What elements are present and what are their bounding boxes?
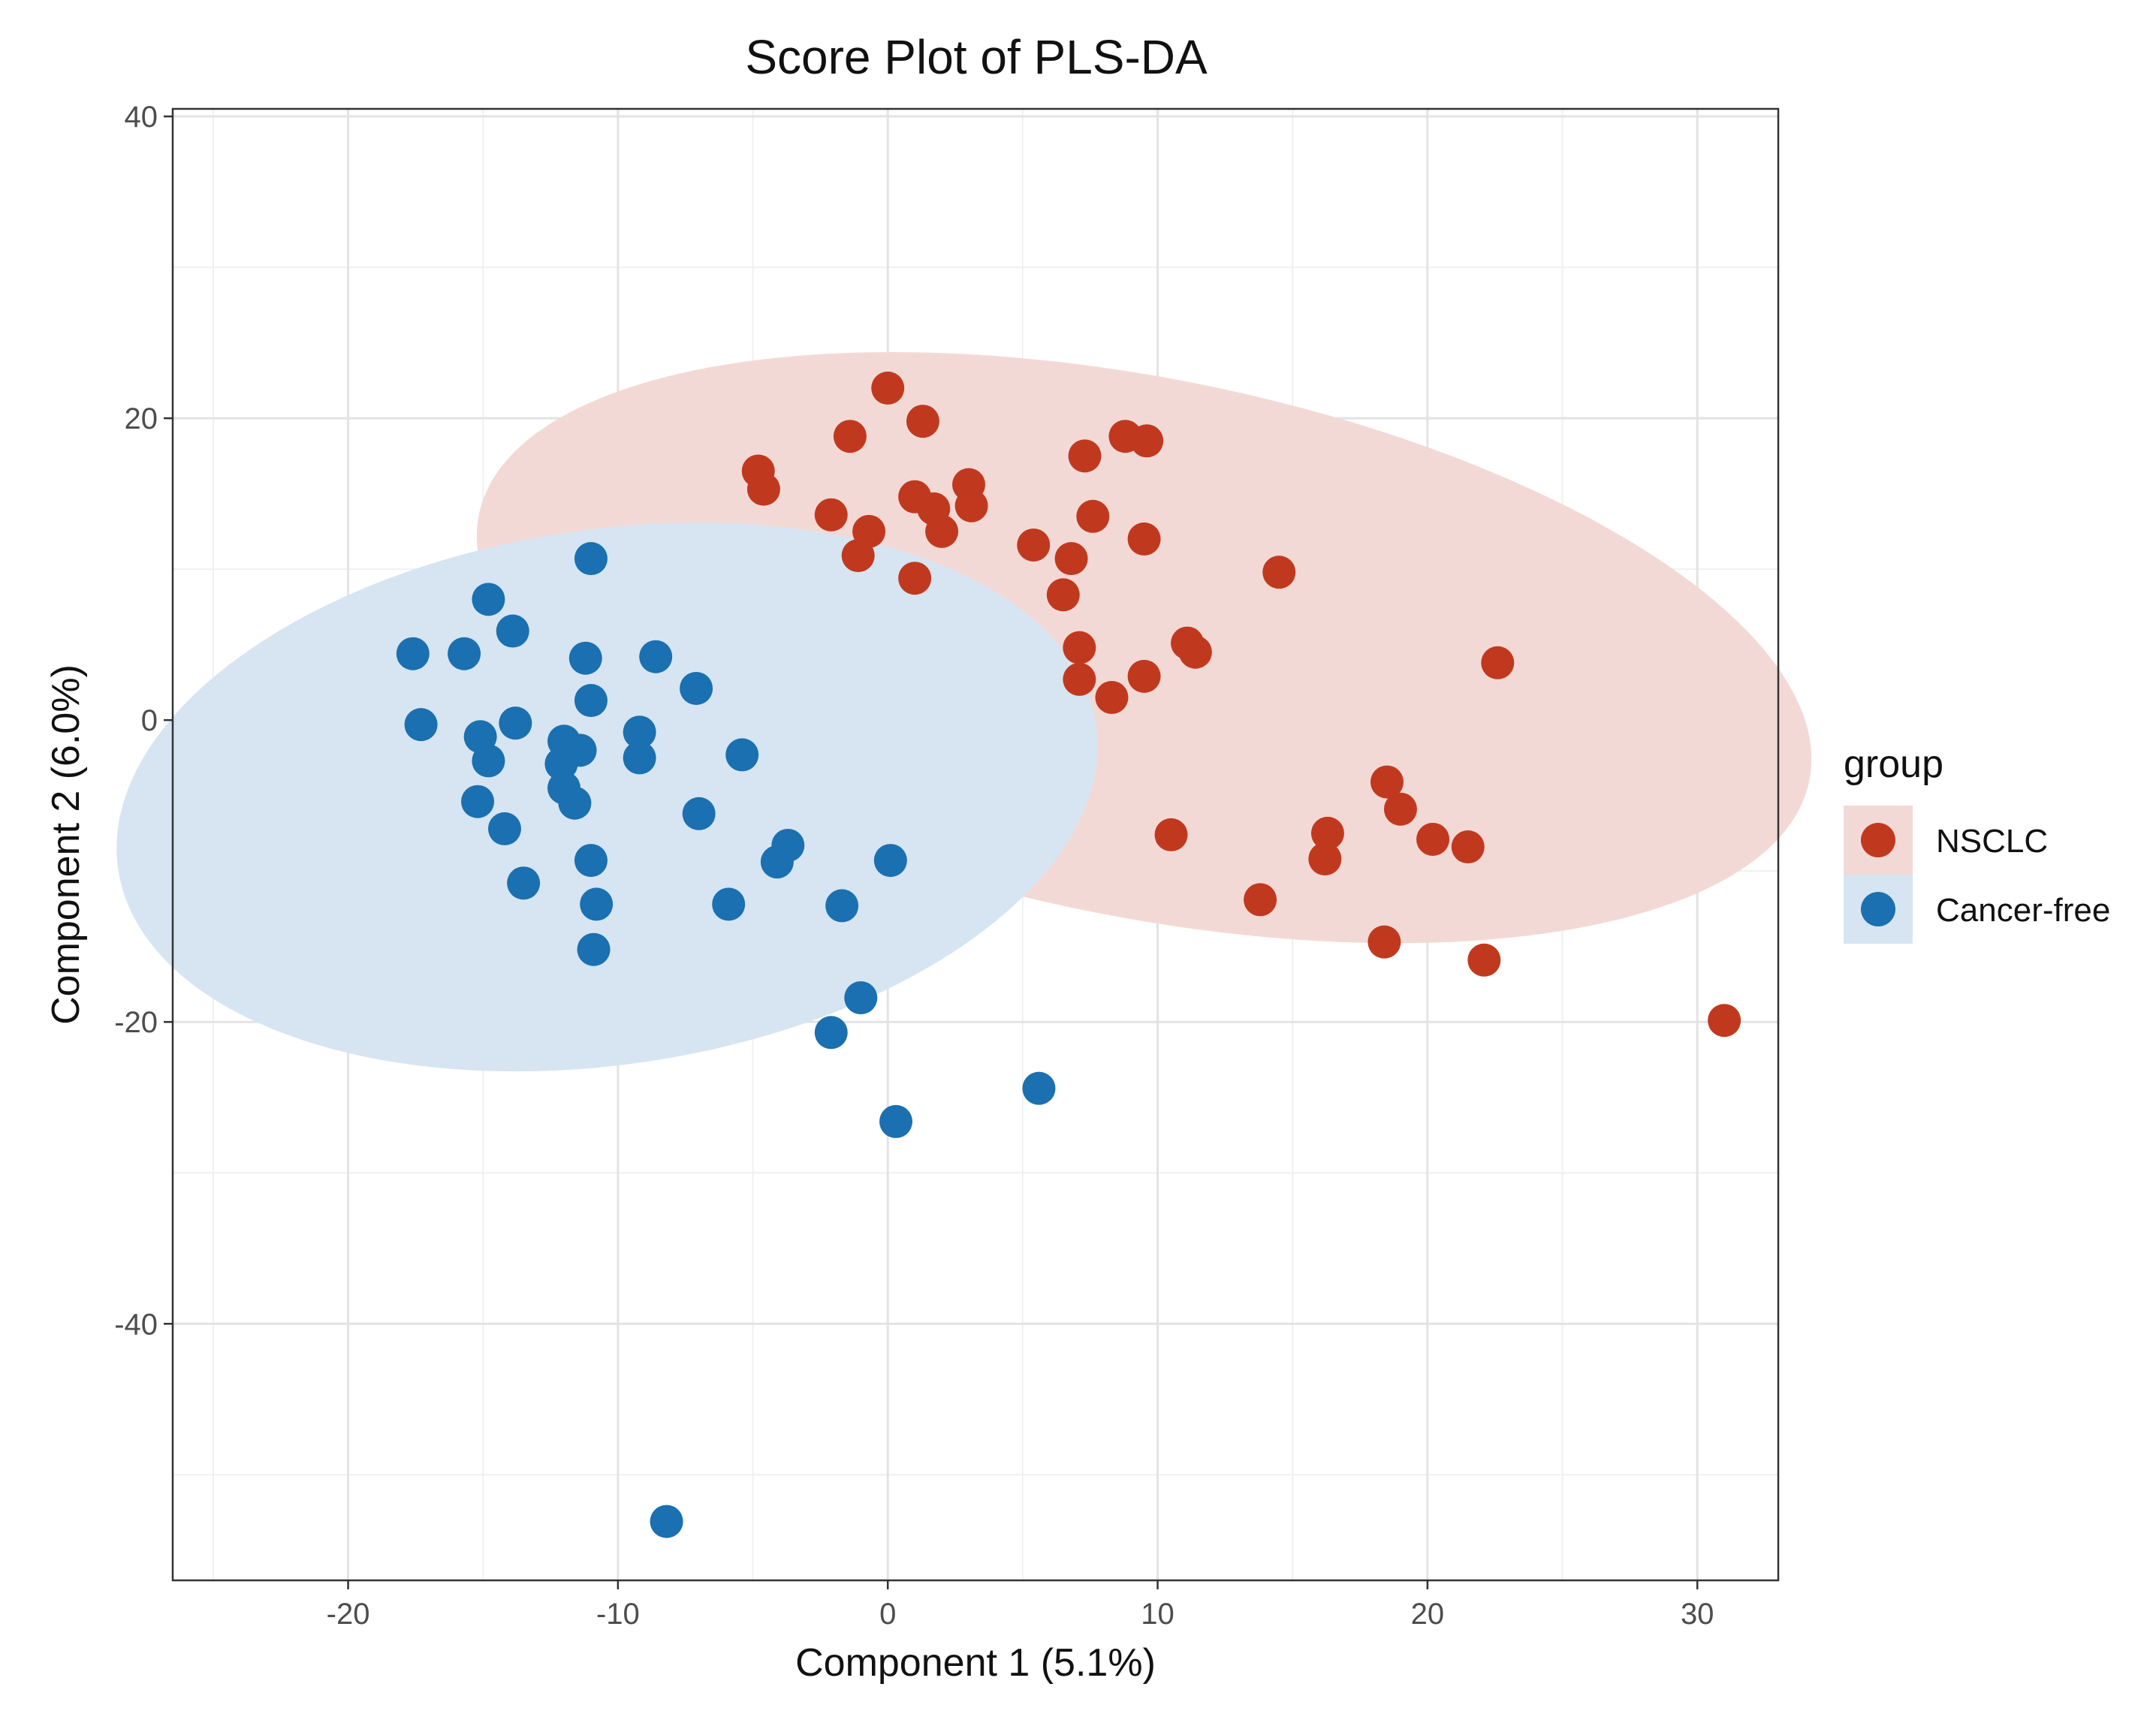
- point-cancer-free: [496, 614, 529, 648]
- point-nsclc: [1310, 816, 1344, 850]
- point-nsclc: [746, 472, 780, 506]
- point-nsclc: [1308, 842, 1342, 876]
- point-cancer-free: [404, 708, 438, 742]
- point-nsclc: [1127, 522, 1161, 556]
- point-nsclc: [1154, 818, 1188, 851]
- y-tick-label: -40: [114, 1308, 158, 1341]
- x-tick-label: -10: [596, 1598, 640, 1631]
- point-cancer-free: [760, 845, 794, 879]
- point-cancer-free: [574, 542, 608, 576]
- x-tick-label: 20: [1411, 1598, 1445, 1631]
- point-cancer-free: [680, 671, 713, 705]
- point-nsclc: [1063, 631, 1096, 664]
- point-cancer-free: [558, 786, 592, 820]
- point-cancer-free: [568, 641, 602, 675]
- point-cancer-free: [544, 747, 578, 781]
- x-axis-label: Component 1 (5.1%): [795, 1641, 1156, 1685]
- point-nsclc: [1367, 925, 1401, 959]
- point-nsclc: [1017, 528, 1051, 562]
- point-cancer-free: [448, 637, 481, 670]
- point-cancer-free: [623, 741, 656, 775]
- y-tick-label: -20: [114, 1006, 158, 1039]
- point-cancer-free: [580, 887, 614, 921]
- point-cancer-free: [574, 844, 608, 878]
- point-cancer-free: [577, 932, 611, 966]
- point-nsclc: [1063, 662, 1096, 696]
- x-tick-label: 10: [1141, 1598, 1174, 1631]
- point-nsclc: [1130, 424, 1164, 458]
- point-nsclc: [814, 498, 848, 532]
- x-axis: -20 -10 0 10 20 30: [327, 1580, 1714, 1631]
- ellipse-cancer-free: [116, 523, 1098, 1072]
- legend-marker-cancer-free: [1861, 892, 1895, 926]
- x-tick-label: 30: [1681, 1598, 1714, 1631]
- point-nsclc: [1178, 635, 1212, 669]
- point-nsclc: [1481, 646, 1515, 679]
- point-nsclc: [906, 405, 939, 438]
- point-cancer-free: [623, 715, 656, 749]
- point-nsclc: [1467, 943, 1501, 977]
- point-nsclc: [1046, 578, 1080, 612]
- point-cancer-free: [879, 1104, 912, 1138]
- confidence-ellipses: [116, 352, 1812, 1072]
- point-cancer-free: [844, 981, 878, 1015]
- legend-label-nsclc: NSCLC: [1936, 823, 2048, 860]
- point-nsclc: [925, 514, 959, 548]
- legend: group NSCLC Cancer-free: [1844, 743, 2110, 944]
- y-tick-label: 0: [141, 704, 158, 737]
- point-nsclc: [954, 489, 988, 523]
- point-nsclc: [1076, 499, 1110, 533]
- point-cancer-free: [639, 640, 673, 673]
- point-cancer-free: [814, 1016, 848, 1050]
- point-nsclc: [1054, 542, 1088, 576]
- point-cancer-free: [574, 684, 608, 718]
- legend-label-cancer-free: Cancer-free: [1936, 892, 2110, 929]
- point-cancer-free: [507, 866, 541, 900]
- point-cancer-free: [487, 812, 521, 845]
- x-tick-label: 0: [879, 1598, 896, 1631]
- x-tick-label: -20: [327, 1598, 370, 1631]
- y-tick-label: 20: [125, 402, 158, 435]
- point-cancer-free: [725, 738, 759, 772]
- point-nsclc: [1416, 822, 1450, 856]
- point-cancer-free: [682, 797, 716, 830]
- point-cancer-free: [461, 785, 495, 818]
- point-cancer-free: [873, 844, 907, 878]
- point-nsclc: [898, 562, 932, 595]
- point-cancer-free: [499, 706, 532, 740]
- panel-border: [171, 107, 1780, 1582]
- point-nsclc: [1370, 765, 1404, 799]
- point-cancer-free: [472, 583, 505, 616]
- point-nsclc: [1708, 1004, 1741, 1038]
- point-nsclc: [1068, 439, 1102, 473]
- point-nsclc: [871, 371, 905, 405]
- y-axis: 40 20 0 -20 -40: [114, 101, 173, 1341]
- point-cancer-free: [712, 887, 746, 921]
- legend-title: group: [1844, 743, 1943, 786]
- point-cancer-free: [472, 744, 505, 778]
- point-nsclc: [833, 420, 867, 453]
- y-axis-label: Component 2 (6.0%): [44, 664, 88, 1025]
- point-nsclc: [1127, 659, 1161, 693]
- point-nsclc: [1383, 792, 1417, 826]
- y-tick-label: 40: [125, 101, 158, 134]
- point-cancer-free: [825, 889, 859, 923]
- legend-marker-nsclc: [1861, 823, 1895, 857]
- data-points: [396, 371, 1741, 1538]
- point-nsclc: [1262, 556, 1296, 589]
- point-cancer-free: [650, 1505, 683, 1538]
- point-nsclc: [1095, 681, 1129, 714]
- chart-title: Score Plot of PLS-DA: [745, 30, 1208, 84]
- point-cancer-free: [1022, 1071, 1056, 1105]
- plot-panel: [116, 107, 1812, 1582]
- point-cancer-free: [396, 637, 430, 670]
- point-nsclc: [841, 539, 875, 573]
- point-nsclc: [1244, 883, 1277, 917]
- point-nsclc: [1451, 830, 1485, 864]
